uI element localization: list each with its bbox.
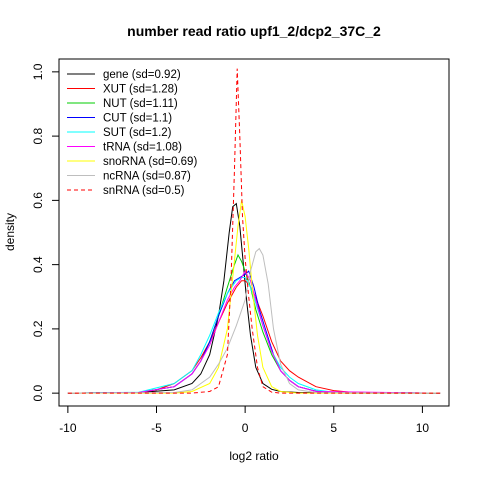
y-tick-label: 0.2: [31, 320, 45, 337]
x-tick-label: -5: [151, 421, 162, 435]
series-line-6: [67, 200, 441, 394]
x-tick-label: -10: [59, 421, 77, 435]
series-line-7: [67, 247, 441, 394]
legend-label-3: CUT (sd=1.1): [103, 113, 172, 125]
series-line-4: [67, 277, 441, 394]
legend-label-1: XUT (sd=1.28): [103, 84, 178, 96]
legend-label-6: snoRNA (sd=0.69): [103, 156, 197, 168]
y-tick-label: 0.0: [31, 384, 45, 401]
y-axis: 0.0 0.2 0.4 0.6 0.8 1.0: [31, 63, 60, 401]
series-line-2: [67, 253, 441, 394]
x-tick-label: 5: [330, 421, 337, 435]
legend-label-4: SUT (sd=1.2): [103, 127, 172, 139]
x-tick-label: 10: [416, 421, 430, 435]
y-tick-label: 0.6: [31, 192, 45, 209]
legend: gene (sd=0.92) XUT (sd=1.28) NUT (sd=1.11)…: [67, 69, 197, 197]
legend-label-8: snRNA (sd=0.5): [103, 185, 185, 197]
y-tick-label: 0.4: [31, 256, 45, 273]
x-axis-label: log2 ratio: [229, 449, 279, 463]
series-line-3: [67, 270, 441, 394]
chart-title: number read ratio upf1_2/dcp2_37C_2: [127, 23, 381, 39]
legend-label-2: NUT (sd=1.11): [103, 98, 178, 110]
legend-label-0: gene (sd=0.92): [103, 69, 181, 81]
series-line-8: [67, 68, 441, 394]
legend-label-5: tRNA (sd=1.08): [103, 142, 182, 154]
x-axis: -10 -5 0 5 10: [59, 405, 430, 435]
density-curves: [67, 68, 441, 394]
x-tick-label: 0: [242, 421, 249, 435]
series-line-5: [67, 270, 441, 394]
y-axis-label: density: [3, 213, 17, 251]
legend-label-7: ncRNA (sd=0.87): [103, 171, 191, 183]
y-tick-label: 1.0: [31, 63, 45, 80]
y-tick-label: 0.8: [31, 127, 45, 144]
